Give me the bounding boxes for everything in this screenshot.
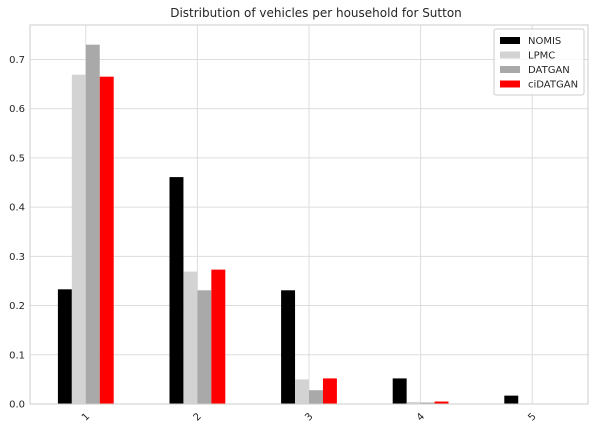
y-tick-label: 0.7 (9, 55, 25, 66)
legend-swatch-datgan (500, 66, 520, 73)
bar-nomis-5 (504, 395, 519, 404)
legend-swatch-cidatgan (500, 80, 520, 88)
y-tick-label: 0.0 (9, 400, 25, 411)
y-axis-ticks: 0.0 0.1 0.2 0.3 0.4 0.5 0.6 0.7 (9, 55, 25, 411)
bar-cidatgan-4 (434, 401, 449, 404)
y-tick-label: 0.5 (9, 153, 25, 164)
y-tick-label: 0.3 (9, 252, 25, 263)
bar-nomis-3 (281, 290, 296, 404)
bar-cidatgan-2 (211, 269, 226, 404)
legend-swatch-lpmc (500, 51, 520, 59)
bar-nomis-4 (392, 378, 407, 404)
bar-cidatgan-3 (322, 378, 337, 404)
x-tick-label: 2 (192, 411, 204, 423)
legend-label-nomis: NOMIS (528, 36, 561, 47)
y-tick-label: 0.4 (9, 203, 25, 214)
y-tick-label: 0.2 (9, 301, 25, 312)
legend: NOMIS LPMC DATGAN ciDATGAN (493, 28, 585, 96)
chart-title: Distribution of vehicles per household f… (170, 6, 462, 20)
legend-box (493, 28, 585, 96)
y-tick-label: 0.6 (9, 104, 25, 115)
bar-lpmc-3 (295, 379, 309, 404)
x-tick-label: 4 (415, 411, 427, 423)
bar-datgan-2 (197, 290, 212, 404)
bar-lpmc-2 (183, 271, 198, 404)
legend-swatch-nomis (500, 37, 520, 44)
plot-frame (29, 24, 589, 405)
bar-nomis-1 (57, 289, 72, 404)
bars (57, 44, 519, 405)
x-axis-ticks: 1 2 3 4 5 (80, 411, 539, 423)
x-tick-label: 1 (80, 411, 92, 423)
x-tick-label: 3 (303, 411, 315, 423)
y-tick-label: 0.1 (9, 350, 25, 361)
bar-lpmc-1 (71, 74, 86, 405)
legend-label-cidatgan: ciDATGAN (528, 80, 578, 91)
bar-cidatgan-1 (99, 76, 114, 404)
bar-lpmc-4 (406, 402, 421, 404)
bar-nomis-2 (169, 177, 184, 404)
legend-label-lpmc: LPMC (528, 51, 555, 62)
bar-datgan-1 (85, 44, 100, 404)
grid (30, 25, 588, 405)
legend-label-datgan: DATGAN (528, 65, 570, 76)
bar-datgan-3 (309, 390, 323, 404)
bar-datgan-4 (420, 402, 435, 404)
x-tick-label: 5 (526, 411, 538, 423)
